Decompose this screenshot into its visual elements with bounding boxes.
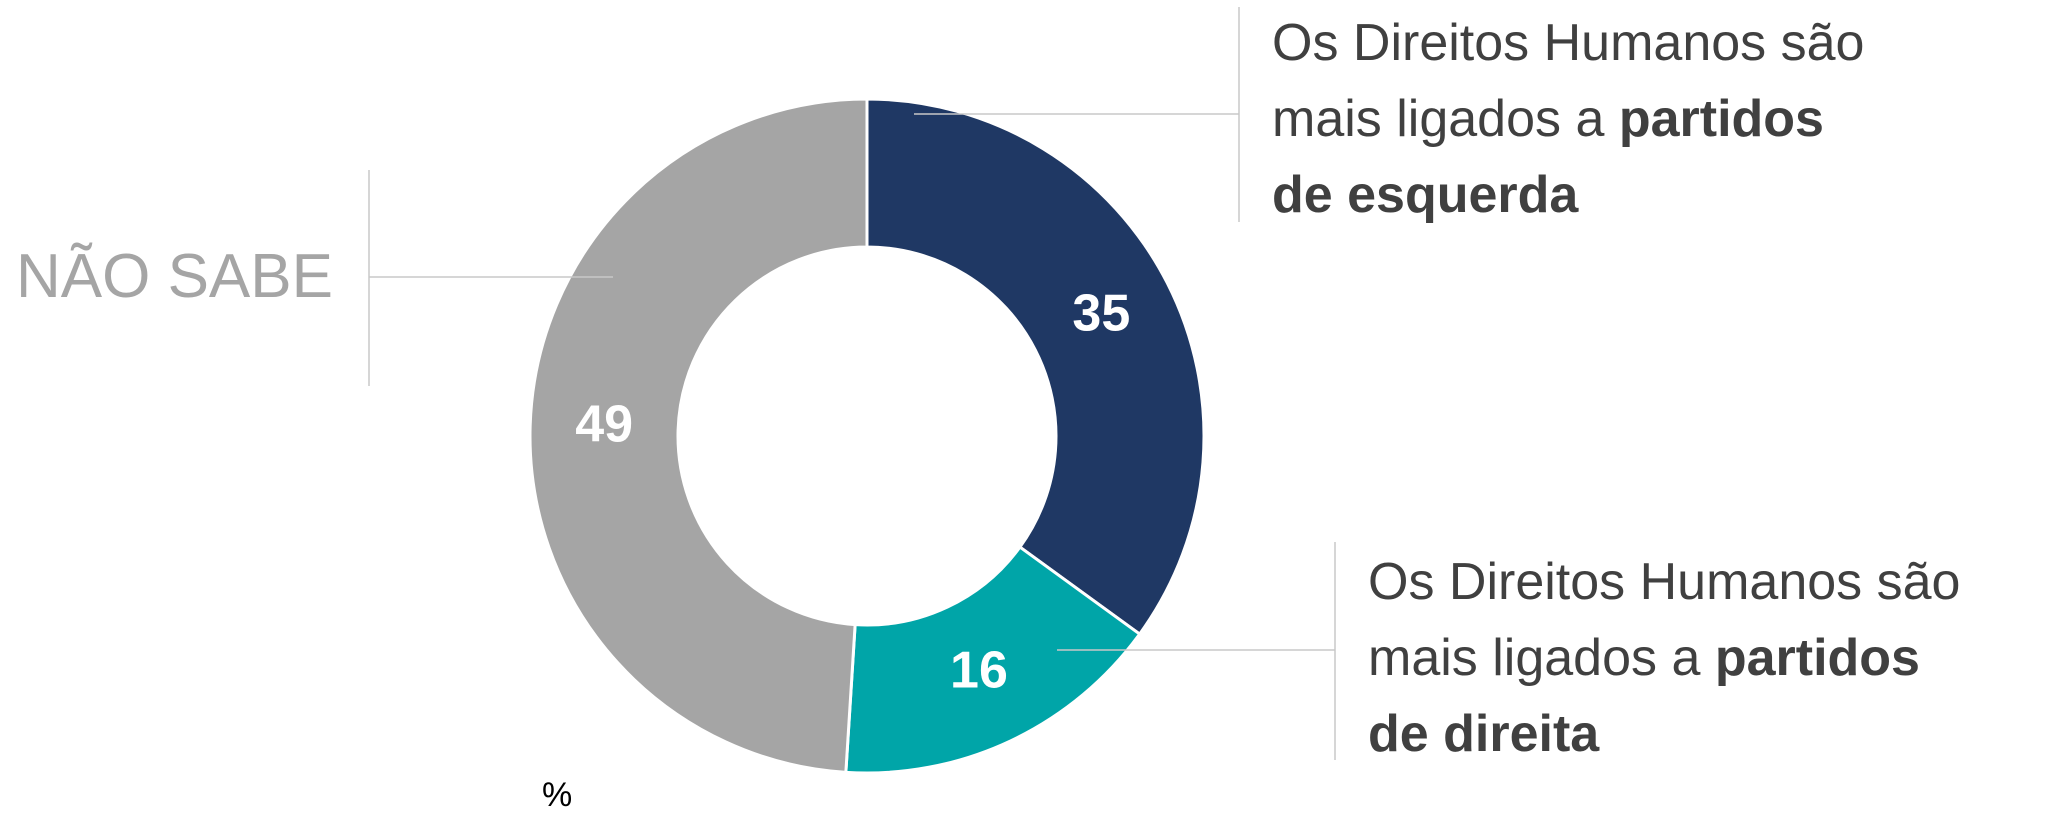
label-line: NÃO SABE xyxy=(16,242,333,311)
label-line: partidos xyxy=(1619,90,1824,148)
data-label: 49 xyxy=(575,395,633,453)
unit-label: % xyxy=(542,776,572,814)
label-line: de direita xyxy=(1368,705,1600,763)
donut-segment xyxy=(528,97,869,774)
label-line: de esquerda xyxy=(1272,166,1579,224)
label-line: mais ligados a xyxy=(1368,629,1715,687)
data-label: 35 xyxy=(1072,284,1130,342)
data-label: 16 xyxy=(950,642,1008,700)
label-line: Os Direitos Humanos são xyxy=(1368,553,1960,611)
category-label: Os Direitos Humanos são mais ligados a pa… xyxy=(1272,14,1864,224)
donut-segment xyxy=(865,97,1206,637)
label-line: mais ligados a xyxy=(1272,90,1619,148)
donut-segment xyxy=(844,544,1142,775)
category-label: Os Direitos Humanos são mais ligados a pa… xyxy=(1368,553,1960,763)
category-label: NÃO SABE xyxy=(16,242,333,311)
label-line: partidos xyxy=(1715,629,1920,687)
label-line: Os Direitos Humanos são xyxy=(1272,14,1864,72)
